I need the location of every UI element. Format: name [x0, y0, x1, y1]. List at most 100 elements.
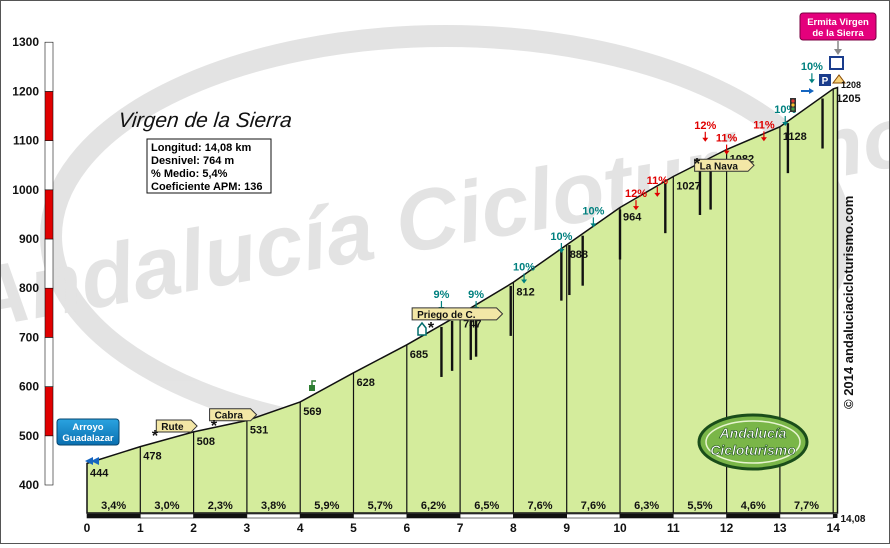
x-tick-label: 10: [613, 521, 627, 535]
max-gradient-arrowhead: [760, 137, 767, 142]
y-tick-label: 1300: [12, 35, 39, 49]
summit-elevation: 1208: [841, 80, 861, 90]
copyright-text: © 2014 andaluciacicloturismo.com: [841, 196, 856, 409]
start-arrow-icon: [85, 457, 99, 465]
y-tick-label: 1100: [13, 134, 39, 148]
max-gradient-label: 9%: [468, 289, 484, 301]
max-gradient-arrowhead: [521, 279, 528, 284]
star-marker-la-nava: *: [694, 156, 701, 173]
svg-text:*: *: [694, 156, 701, 173]
x-tick-label: 6: [403, 521, 410, 535]
logo-line2: Cicloturismo: [710, 442, 796, 458]
place-tag: [694, 158, 755, 172]
distance-segment: [779, 513, 834, 519]
place-tag: [155, 419, 198, 433]
y-axis-ticks: 400 500 600 700 800 900 1000 1100 1200 1300: [12, 35, 39, 492]
svg-text:*: *: [211, 418, 218, 435]
place-label: Cabra: [215, 411, 244, 422]
segment-gradient-label: 6,5%: [474, 500, 499, 512]
info-box: Longitud: 14,08 km Desnivel: 764 m % Med…: [146, 138, 272, 194]
distance-segment: [246, 513, 301, 519]
building-icon: [417, 321, 427, 336]
segment-gradient-label: 3,0%: [154, 500, 179, 512]
segment-gradient-label: 3,4%: [101, 500, 126, 512]
x-tick-label: 0: [84, 521, 91, 535]
elevation-label: 1128: [783, 131, 807, 143]
scale-segment: [44, 337, 54, 387]
end-label-line1: Ermita Virgen: [807, 17, 869, 28]
start-label: Arroyo Guadalazar: [56, 418, 120, 446]
max-gradient-arrowhead: [808, 79, 815, 84]
segment-gradient-label: 2,3%: [208, 500, 233, 512]
star-marker-cabra: *: [211, 418, 218, 435]
x-tick-label: 2: [190, 521, 197, 535]
segment-gradient-label: 7,7%: [794, 500, 819, 512]
elevation-label: 812: [516, 286, 534, 298]
end-label-line2: de la Sierra: [812, 28, 864, 39]
y-tick-label: 900: [19, 232, 39, 246]
distance-segment: [353, 513, 408, 519]
max-gradient-label: 12%: [625, 188, 647, 200]
max-gradient-labels: 9% 9%10%10%10%12%11%12%11%11%10%10%: [433, 61, 823, 312]
info-climb: Desnivel: 764 m: [151, 155, 234, 167]
elevation-label: 508: [197, 436, 215, 448]
distance-segment: [459, 513, 514, 519]
svg-text:P: P: [822, 76, 829, 87]
x-tick-label: 4: [297, 521, 304, 535]
max-gradient-arrowhead: [723, 150, 730, 155]
segment-gradient-label: 6,3%: [634, 500, 659, 512]
svg-text:*: *: [152, 428, 159, 445]
elevation-label: 747: [463, 318, 481, 330]
x-tick-label: 7: [457, 521, 464, 535]
segment-gradient-labels: 3,4% 3,0% 2,3% 3,8% 5,9% 5,7% 6,2% 6,5% 7,6% 7,6%…: [101, 500, 819, 512]
max-gradient-label: 11%: [647, 175, 669, 187]
elevation-label: 1027: [676, 181, 700, 193]
scale-segment: [44, 287, 54, 338]
x-tick-label: 3: [244, 521, 251, 535]
andalucia-cicloturismo-logo: Andalucía Cicloturismo: [697, 413, 809, 471]
elevation-label: 628: [357, 377, 375, 389]
church-icon: [829, 56, 844, 70]
max-gradient-label: 10%: [801, 61, 823, 73]
distance-segment: [299, 513, 354, 519]
logo-line1: Andalucía: [719, 425, 787, 441]
elevation-label: 478: [143, 451, 161, 463]
chart-title: Virgen de la Sierra: [117, 109, 293, 132]
max-gradient-label: 10%: [550, 231, 572, 243]
info-coefficient: Coeficiente APM: 136: [151, 181, 262, 193]
distance-segment: [566, 513, 621, 519]
start-label-line2: Guadalazar: [62, 433, 114, 444]
star-marker-priego: *: [428, 320, 435, 337]
y-tick-label: 1200: [12, 84, 39, 98]
x-tick-label: 11: [667, 521, 680, 535]
x-tick-label: 14: [827, 521, 841, 535]
x-tick-label: 13: [773, 521, 787, 535]
chapel-icon: [832, 74, 846, 84]
place-label: Priego de C.: [417, 310, 476, 321]
segment-gradient-label: 5,7%: [368, 500, 393, 512]
x-end-label: 14,08: [840, 514, 865, 525]
max-gradient-arrowhead: [782, 122, 789, 127]
y-tick-label: 400: [19, 478, 39, 492]
elevation-label: 1205: [836, 93, 860, 105]
svg-text:*: *: [428, 320, 435, 337]
max-gradient-label: 10%: [513, 261, 535, 273]
end-label: Ermita Virgen de la Sierra: [799, 12, 877, 55]
start-label-line1: Arroyo: [72, 422, 103, 433]
distance-segment: [726, 513, 781, 519]
y-tick-label: 1000: [12, 183, 39, 197]
x-tick-label: 12: [720, 521, 734, 535]
max-gradient-arrowhead: [654, 192, 661, 197]
y-tick-label: 500: [19, 429, 39, 443]
distance-segment: [86, 513, 141, 519]
place-tag: [209, 408, 258, 422]
segment-gradient-label: 4,6%: [741, 500, 766, 512]
max-gradient-label: 12%: [694, 120, 716, 132]
x-tick-label: 1: [137, 521, 144, 535]
elevation-label: 531: [250, 425, 268, 437]
altitude-scale-bar: [44, 41, 54, 486]
segment-gradient-label: 6,2%: [421, 500, 446, 512]
distance-segment: [140, 513, 194, 519]
elevation-label: 964: [623, 212, 642, 224]
